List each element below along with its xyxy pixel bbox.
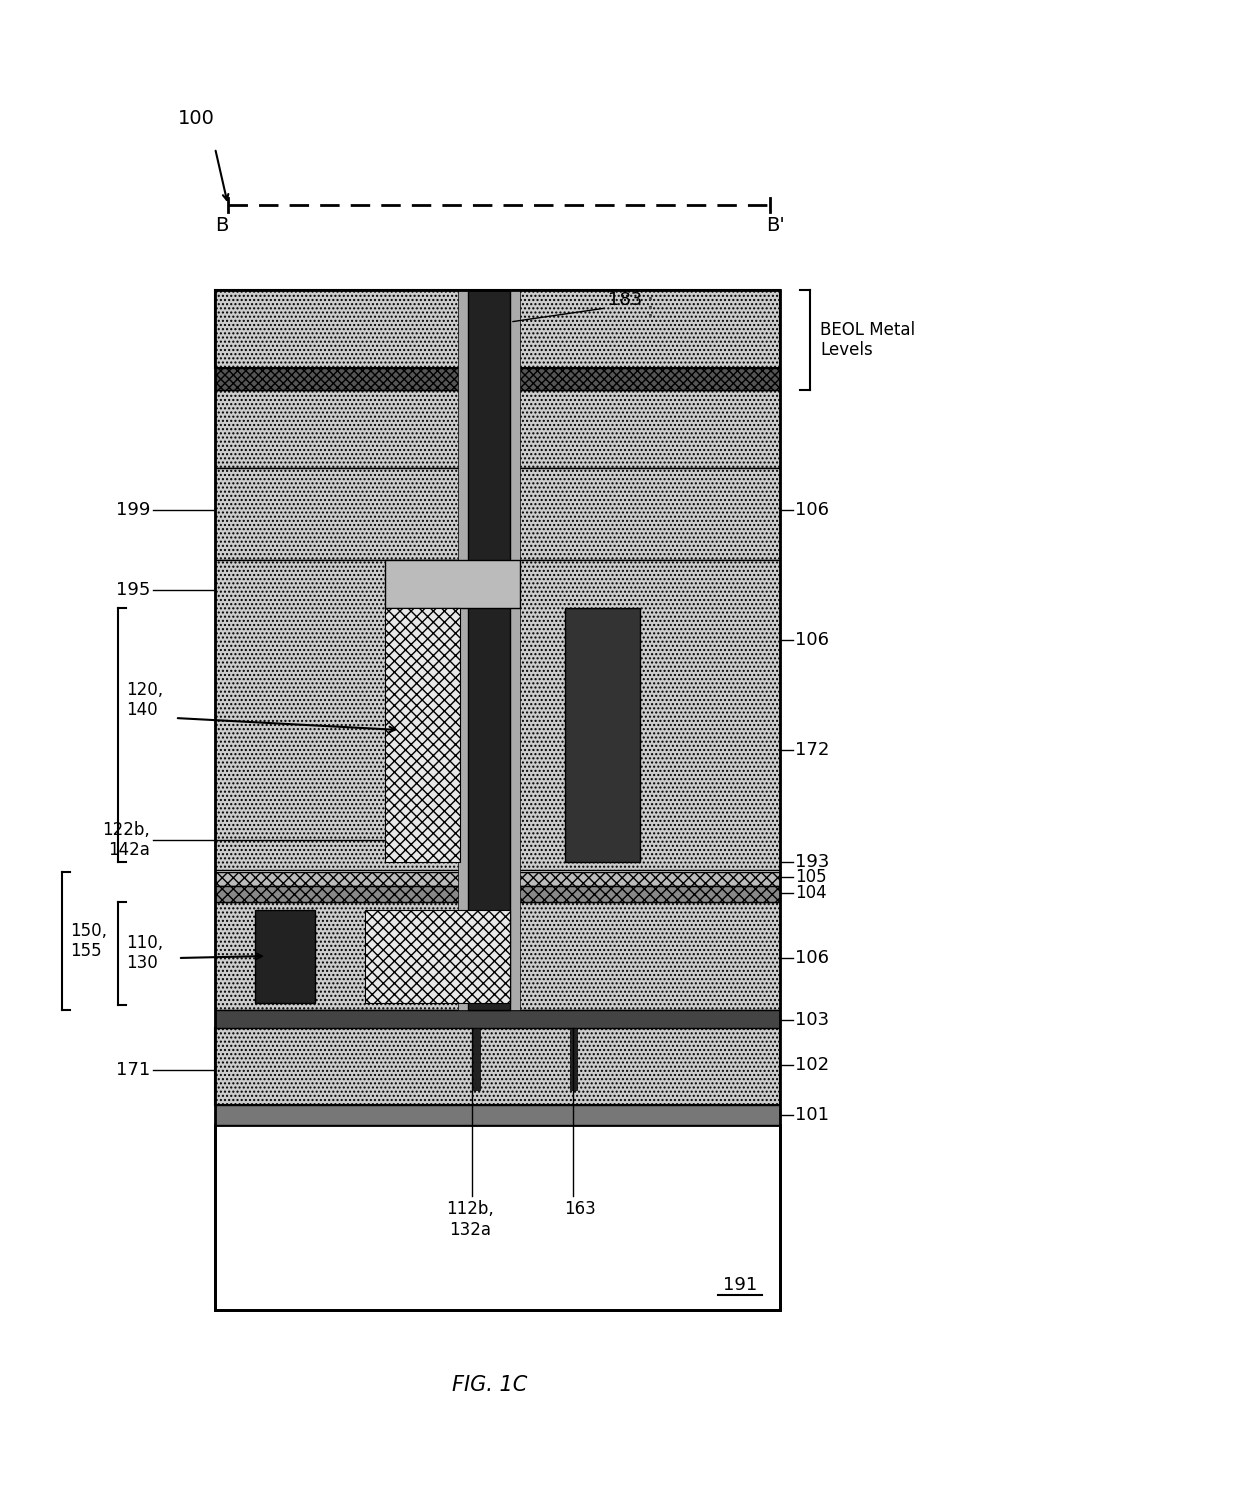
Bar (215, 886, 780, 902)
Text: B': B' (765, 215, 785, 235)
Text: 103: 103 (795, 1011, 830, 1029)
Bar (510, 291, 520, 1011)
Bar (384, 560, 520, 608)
Bar (215, 1125, 780, 1310)
Text: 163: 163 (564, 1200, 596, 1218)
Text: BEOL Metal
Levels: BEOL Metal Levels (820, 321, 915, 360)
Bar (215, 1105, 780, 1125)
Bar (215, 872, 780, 886)
Text: 106: 106 (795, 501, 830, 520)
Text: 183: 183 (608, 291, 642, 309)
Bar (472, 1029, 480, 1090)
Text: 106: 106 (795, 949, 830, 967)
Text: 191: 191 (723, 1276, 758, 1294)
Text: 195: 195 (115, 581, 150, 599)
Bar (215, 1029, 780, 1105)
Bar (215, 367, 780, 390)
Text: 122b,
142a: 122b, 142a (102, 821, 150, 860)
Text: 171: 171 (115, 1062, 150, 1078)
Bar (215, 560, 780, 870)
Bar (215, 468, 780, 560)
Bar (255, 910, 315, 1003)
Text: FIG. 1C: FIG. 1C (453, 1375, 528, 1395)
Bar (384, 608, 460, 861)
Bar (467, 291, 510, 1011)
Bar (215, 291, 780, 1310)
Bar (458, 291, 467, 1011)
Text: 199: 199 (115, 501, 150, 520)
Text: 105: 105 (795, 867, 827, 886)
Text: 100: 100 (179, 108, 215, 128)
Text: 120,
140: 120, 140 (126, 681, 164, 720)
Text: 172: 172 (795, 741, 830, 759)
Text: 104: 104 (795, 884, 827, 902)
Text: 106: 106 (795, 631, 830, 649)
Text: 193: 193 (795, 852, 830, 870)
Bar (570, 1029, 577, 1090)
Bar (215, 1011, 780, 1029)
Bar (215, 902, 780, 1011)
Text: 102: 102 (795, 1056, 830, 1074)
Text: ⋮: ⋮ (637, 297, 662, 319)
Text: 112b,
132a: 112b, 132a (446, 1200, 494, 1239)
Bar (365, 910, 510, 1003)
Text: 150,
155: 150, 155 (69, 922, 107, 961)
Text: 101: 101 (795, 1105, 830, 1123)
Text: B: B (216, 215, 228, 235)
Bar (215, 291, 780, 367)
Bar (215, 390, 780, 468)
Bar (565, 608, 640, 861)
Text: 110,
130: 110, 130 (126, 934, 164, 973)
